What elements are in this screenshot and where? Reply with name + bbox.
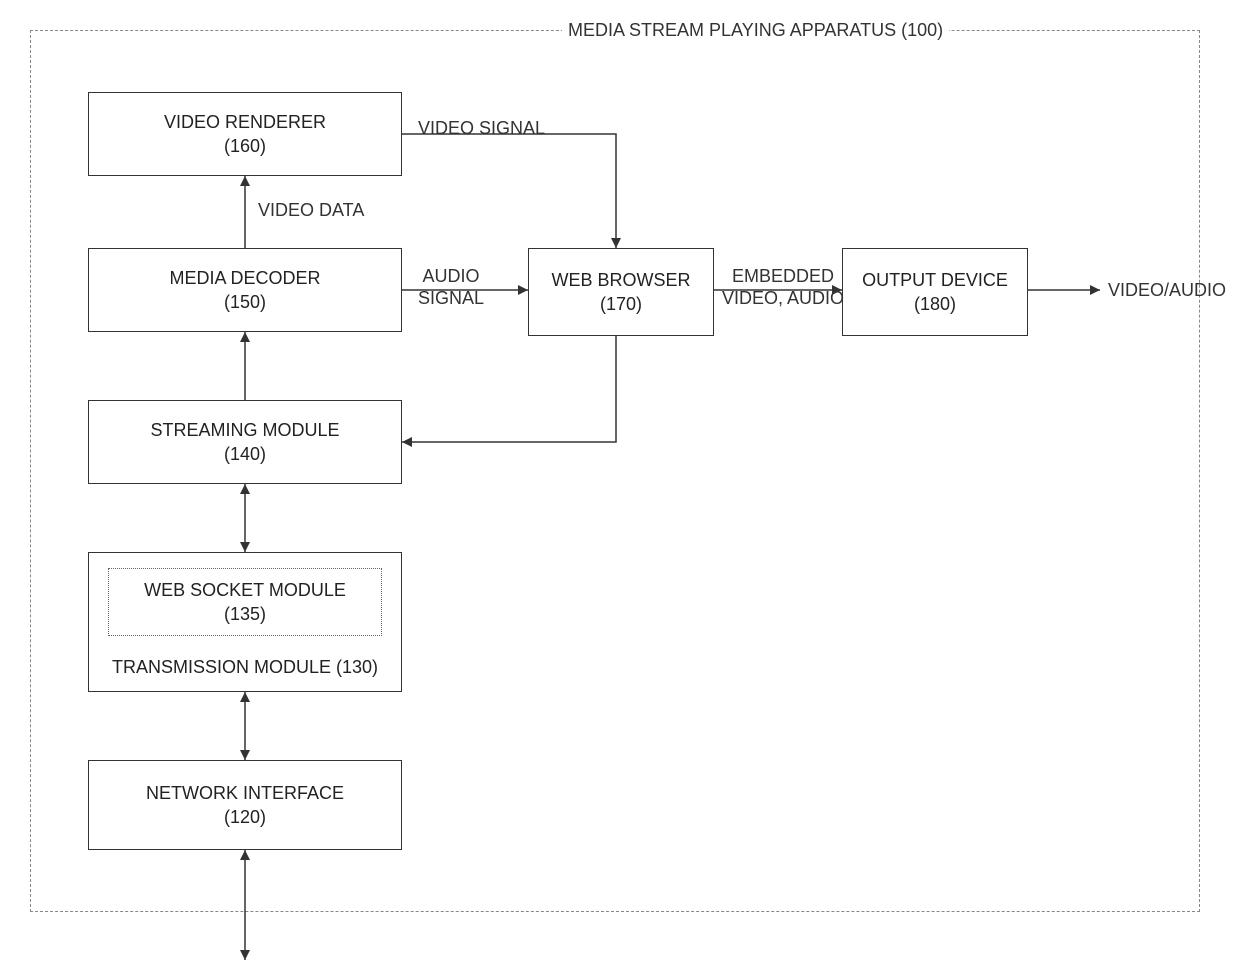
node-network-interface: NETWORK INTERFACE (120) [88,760,402,850]
node-web-browser: WEB BROWSER (170) [528,248,714,336]
node-label: MEDIA DECODER [169,266,320,290]
edge-label-video-data: VIDEO DATA [258,200,364,222]
edge-label-audio-signal: AUDIO SIGNAL [418,266,484,309]
node-output-device: OUTPUT DEVICE (180) [842,248,1028,336]
node-label: WEB SOCKET MODULE [144,578,346,602]
node-label: OUTPUT DEVICE [862,268,1008,292]
node-streaming-module: STREAMING MODULE (140) [88,400,402,484]
node-label: NETWORK INTERFACE [146,781,344,805]
node-label: WEB BROWSER [551,268,690,292]
node-ref: (140) [224,442,266,466]
edge-label-video-audio: VIDEO/AUDIO [1108,280,1226,302]
container-title: MEDIA STREAM PLAYING APPARATUS (100) [562,20,949,41]
edge-label-video-signal: VIDEO SIGNAL [418,118,545,140]
node-label: VIDEO RENDERER [164,110,326,134]
node-label: TRANSMISSION MODULE (130) [112,655,378,679]
node-ref: (135) [224,602,266,626]
node-video-renderer: VIDEO RENDERER (160) [88,92,402,176]
node-ref: (180) [914,292,956,316]
edge-label-embedded: EMBEDDED VIDEO, AUDIO [722,266,844,309]
node-ref: (170) [600,292,642,316]
node-label: STREAMING MODULE [150,418,339,442]
node-ref: (120) [224,805,266,829]
node-media-decoder: MEDIA DECODER (150) [88,248,402,332]
node-web-socket-module: WEB SOCKET MODULE (135) [108,568,382,636]
node-ref: (160) [224,134,266,158]
diagram-canvas: MEDIA STREAM PLAYING APPARATUS (100) VID… [0,0,1240,979]
node-ref: (150) [224,290,266,314]
